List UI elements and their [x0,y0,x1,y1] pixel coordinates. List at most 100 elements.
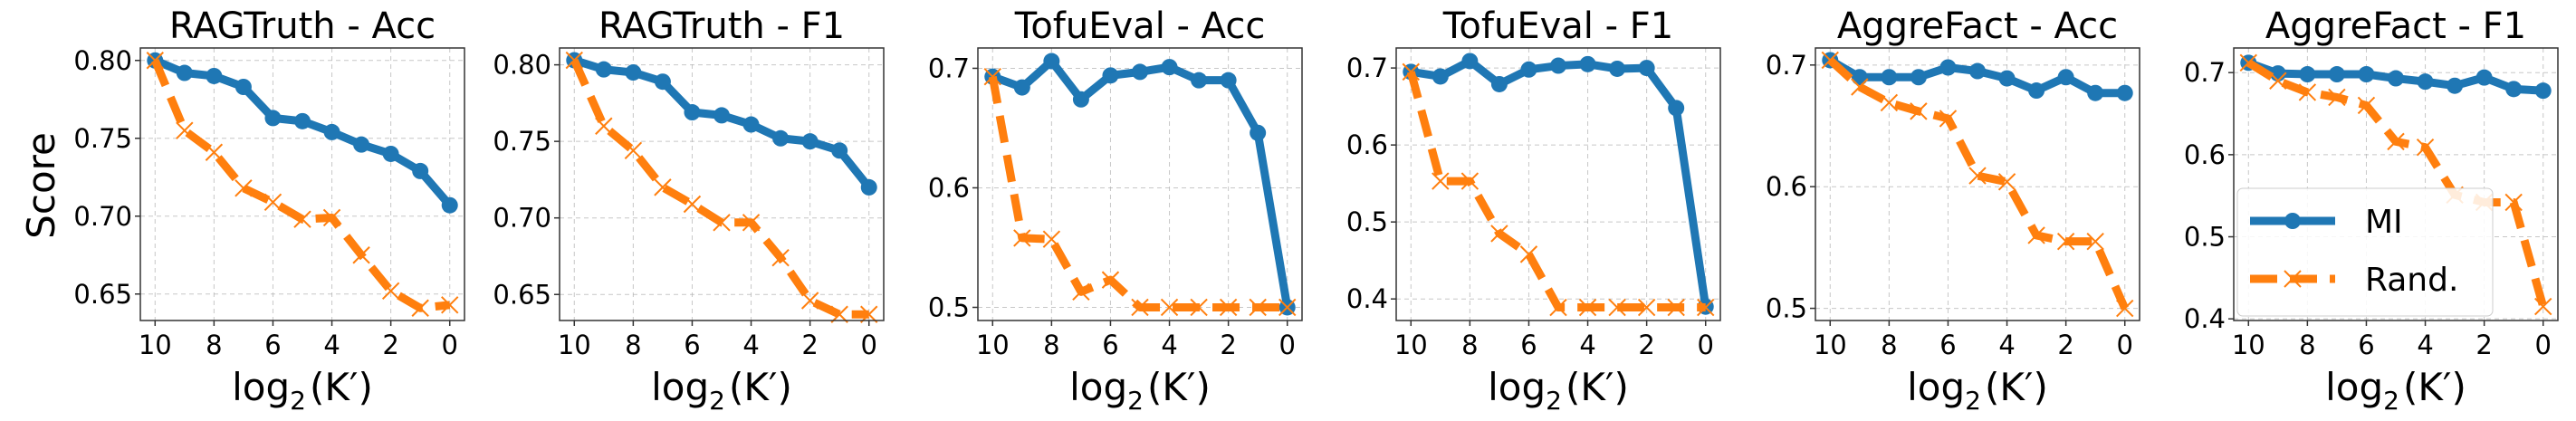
data-point-rand [1880,93,1899,112]
data-point-rand [1549,298,1567,317]
x-tick-label: 2 [1638,330,1654,360]
data-point-mi [2417,73,2434,91]
data-point-rand [983,67,1001,86]
data-point-mi [2388,70,2404,87]
x-tick-label: 10 [139,330,172,360]
axes-frame [2233,47,2559,321]
data-point-rand [1821,51,1839,70]
x-tick-label: 2 [2475,330,2492,360]
data-point-mi [2475,69,2493,86]
data-point-mi [2534,82,2552,100]
data-point-mi [2328,66,2345,83]
x-tick-label: 8 [1461,330,1478,360]
axes-frame [559,47,885,321]
y-tick-label: 0.6 [1766,171,1807,202]
x-axis-label: log2(K′) [232,365,373,416]
data-point-rand [595,117,613,135]
x-axis-label-sub: 2 [709,386,725,416]
series-line-rand [570,58,869,319]
y-tick-label: 0.65 [493,279,551,310]
x-axis-label: log2(K′) [2325,365,2466,416]
x-tick-label: 4 [1998,330,2015,360]
data-point-rand [2387,132,2405,151]
data-point-rand [1939,110,1958,128]
data-point-rand [1490,225,1508,243]
axes-frame [1395,47,1721,321]
data-point-mi [1668,100,1685,117]
data-point-rand [2116,299,2134,318]
data-point-mi [1161,59,1178,76]
data-point-mi [1638,60,1655,77]
data-point-mi [1969,62,1986,80]
y-tick-label: 0.6 [1346,129,1388,160]
series-line-rand [151,59,451,312]
x-tick-label: 2 [2057,330,2073,360]
x-tick-label: 2 [801,330,818,360]
data-point-mi [1490,75,1508,92]
data-point-mi [323,123,340,140]
x-axis-label: log2(K′) [1069,365,1211,416]
x-tick-label: 4 [2417,330,2433,360]
x-axis-label-sub: 2 [1965,386,1981,416]
x-tick-label: 8 [1043,330,1059,360]
x-axis-label-base: log [232,365,290,409]
legend-label-mi: MI [2365,204,2403,241]
data-point-mi [1910,69,1927,86]
data-point-mi [684,104,701,121]
x-axis-label-base: log [1488,365,1546,409]
data-point-rand [1402,62,1420,81]
x-tick-label: 6 [2358,330,2374,360]
x-axis-label-arg: (K′) [2403,365,2466,409]
x-tick-label: 0 [861,330,877,360]
x-tick-label: 0 [2117,330,2133,360]
data-point-rand [2328,88,2346,107]
y-tick-label: 0.70 [73,201,132,232]
y-tick-label: 0.70 [493,203,551,234]
x-axis-label-sub: 2 [2383,386,2399,416]
data-point-mi [713,107,730,124]
data-point-rand [1190,298,1208,317]
data-point-rand [1519,245,1538,263]
x-tick-label: 10 [1394,330,1428,360]
data-point-mi [595,61,612,78]
x-tick-label: 8 [1881,330,1897,360]
x-axis-label-sub: 2 [290,386,306,416]
y-tick-label: 0.5 [1346,206,1388,237]
data-point-mi [1881,69,1898,86]
data-point-mi [235,79,252,95]
data-point-rand [2504,193,2523,212]
y-tick-label: 0.5 [928,292,970,322]
data-point-mi [1939,59,1957,76]
x-tick-label: 8 [625,330,641,360]
x-axis-label-arg: (K′) [729,365,792,409]
data-point-mi [1220,72,1237,89]
data-point-rand [1072,282,1090,301]
x-tick-label: 6 [1939,330,1956,360]
data-point-rand [713,214,731,232]
data-point-rand [771,248,790,267]
axes-frame [139,47,465,321]
legend-marker-mi [2284,213,2301,229]
data-point-mi [772,129,790,147]
data-point-rand [1249,298,1267,317]
x-axis-label: log2(K′) [1907,365,2048,416]
y-tick-label: 0.7 [928,53,970,83]
data-point-mi [2299,66,2316,83]
legend: MI Rand. [2236,187,2494,317]
data-point-rand [830,305,848,323]
data-point-mi [294,112,311,129]
data-point-mi [412,162,429,179]
data-point-rand [2298,83,2317,101]
data-point-mi [1191,72,1208,89]
data-point-rand [2056,232,2075,251]
data-point-mi [206,67,223,84]
data-point-mi [2028,82,2045,100]
data-point-rand [235,179,253,197]
series-line-rand [1827,57,2129,311]
data-point-mi [860,178,877,196]
data-point-mi [441,196,458,214]
data-point-mi [1013,79,1030,96]
data-point-rand [1101,271,1120,289]
